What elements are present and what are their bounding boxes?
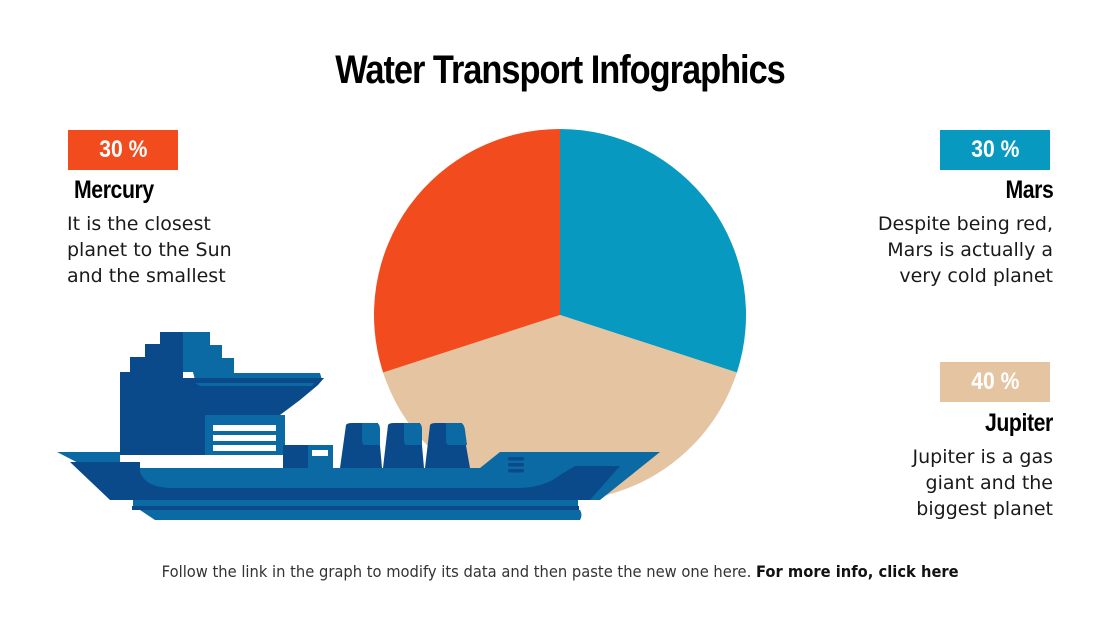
desc-line: Jupiter is a gas — [912, 446, 1053, 468]
desc-line: and the smallest — [67, 265, 226, 287]
desc-line: biggest planet — [916, 498, 1053, 520]
mars-name: Mars — [1005, 176, 1053, 204]
jupiter-percent-badge: 40 % — [940, 362, 1050, 402]
mercury-title: Mercury — [67, 176, 161, 205]
desc-line: Despite being red, — [877, 213, 1053, 235]
jupiter-percent: 40 % — [970, 368, 1020, 395]
desc-line: very cold planet — [899, 265, 1053, 287]
footer-note: Follow the link in the graph to modify i… — [0, 562, 1120, 581]
mercury-percent-badge: 30 % — [68, 130, 178, 170]
mars-description: Despite being red, Mars is actually a ve… — [833, 211, 1053, 289]
jupiter-title: Jupiter — [833, 409, 1053, 438]
pie-slice-mars — [560, 129, 747, 373]
desc-line: giant and the — [925, 472, 1053, 494]
footer-text: Follow the link in the graph to modify i… — [161, 562, 752, 581]
mercury-description: It is the closest planet to the Sun and … — [67, 211, 287, 289]
desc-line: Mars is actually a — [887, 239, 1053, 261]
mars-percent: 30 % — [970, 136, 1020, 163]
more-info-link[interactable]: For more info, click here — [755, 562, 959, 581]
jupiter-description: Jupiter is a gas giant and the biggest p… — [833, 444, 1053, 522]
mars-title: Mars — [833, 176, 1053, 205]
jupiter-name: Jupiter — [985, 409, 1053, 437]
ship-illustration — [57, 332, 660, 520]
mercury-name: Mercury — [74, 176, 154, 204]
mercury-percent: 30 % — [98, 136, 148, 163]
pie-slice-mercury — [373, 128, 560, 373]
desc-line: planet to the Sun — [67, 239, 232, 261]
desc-line: It is the closest — [67, 213, 211, 235]
mars-percent-badge: 30 % — [940, 130, 1050, 170]
page-title: Water Transport Infographics — [335, 48, 786, 92]
